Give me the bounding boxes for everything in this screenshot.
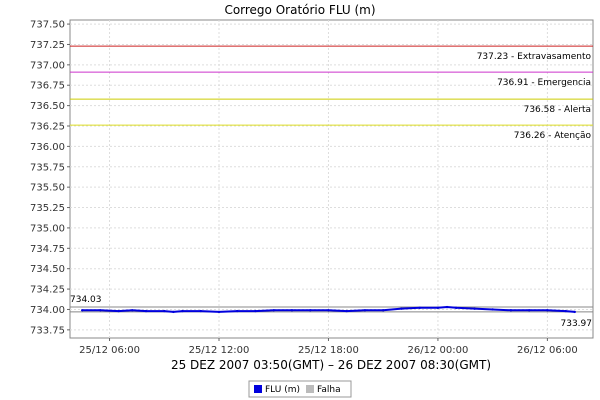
data-point — [546, 309, 549, 312]
x-axis-label: 25 DEZ 2007 03:50(GMT) – 26 DEZ 2007 08:… — [171, 358, 491, 372]
y-tick-label: 737.50 — [30, 20, 65, 31]
x-tick-label: 25/12 12:00 — [189, 345, 250, 356]
data-point — [345, 309, 348, 313]
y-tick-label: 735.00 — [30, 223, 65, 234]
data-point — [217, 310, 221, 314]
data-point — [309, 309, 312, 312]
x-tick-label: 25/12 06:00 — [79, 345, 140, 356]
data-point — [573, 310, 576, 314]
data-point — [117, 309, 120, 313]
threshold-label: 736.91 - Emergencia — [497, 78, 591, 88]
y-tick-label: 735.75 — [30, 162, 65, 173]
legend-label-falha: Falha — [317, 385, 341, 395]
x-axis: 25/12 06:00 25/12 12:00 25/12 18:00 26/12 0… — [79, 338, 578, 356]
y-tick-label: 736.75 — [30, 81, 65, 92]
data-point — [163, 309, 166, 313]
x-tick-label: 26/12 00:00 — [408, 345, 469, 356]
data-point — [400, 307, 403, 310]
min-value-label: 733.97 — [561, 319, 593, 329]
threshold-label: 736.26 - Atenção — [514, 131, 592, 141]
y-tick-label: 734.75 — [30, 244, 65, 255]
data-point — [509, 309, 513, 312]
x-tick-label: 26/12 06:00 — [517, 345, 578, 356]
y-tick-label: 735.25 — [30, 203, 65, 214]
y-tick-label: 735.50 — [30, 183, 65, 194]
data-point — [564, 309, 567, 313]
threshold-lines: 737.23 - Extravasamento 736.91 - Emergenc… — [70, 45, 593, 313]
data-point — [381, 309, 385, 312]
data-point — [199, 309, 202, 313]
threshold-label: 737.23 - Extravasamento — [477, 52, 592, 62]
y-axis: 733.75 734.00 734.25 734.50 734.75 735.00 735.… — [30, 20, 70, 336]
y-tick-label: 734.00 — [30, 305, 65, 316]
legend-box — [248, 380, 352, 398]
data-point — [99, 309, 102, 312]
y-tick-label: 734.50 — [30, 264, 65, 275]
y-tick-label: 733.75 — [30, 325, 65, 336]
data-point — [473, 307, 476, 310]
data-point — [131, 309, 134, 312]
y-tick-label: 737.00 — [30, 60, 65, 71]
legend-swatch-flu — [254, 385, 262, 393]
data-point — [418, 306, 421, 310]
grid-lines — [70, 20, 593, 338]
data-point — [254, 309, 257, 313]
y-tick-label: 736.50 — [30, 101, 65, 112]
data-point — [445, 305, 449, 309]
data-point — [436, 306, 440, 310]
max-value-label: 734.03 — [70, 295, 102, 305]
data-point — [144, 309, 148, 313]
series-layer — [80, 305, 576, 314]
legend: FLU (m) Falha — [248, 380, 352, 398]
data-point — [172, 310, 175, 314]
legend-swatch-falha — [306, 385, 314, 393]
data-point — [491, 308, 494, 311]
data-point — [327, 309, 330, 312]
threshold-label: 736.58 - Alerta — [524, 105, 591, 115]
data-point — [454, 306, 458, 310]
data-point — [80, 309, 84, 312]
data-point — [272, 309, 275, 312]
y-tick-label: 736.25 — [30, 122, 65, 133]
data-point — [236, 309, 239, 313]
legend-label-flu: FLU (m) — [265, 385, 300, 395]
data-point — [363, 309, 367, 312]
data-point — [527, 309, 531, 312]
data-point — [290, 309, 294, 312]
y-tick-label: 737.25 — [30, 40, 65, 51]
chart-title: Corrego Oratório FLU (m) — [224, 3, 375, 17]
y-tick-label: 736.00 — [30, 142, 65, 153]
plot-area — [69, 19, 594, 339]
data-point — [181, 309, 184, 313]
y-tick-label: 734.25 — [30, 285, 65, 296]
x-tick-label: 25/12 18:00 — [298, 345, 359, 356]
